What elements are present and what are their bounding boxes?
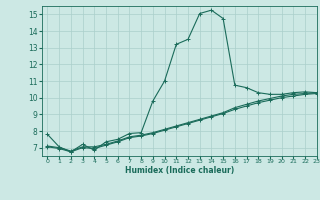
X-axis label: Humidex (Indice chaleur): Humidex (Indice chaleur) [124, 166, 234, 175]
